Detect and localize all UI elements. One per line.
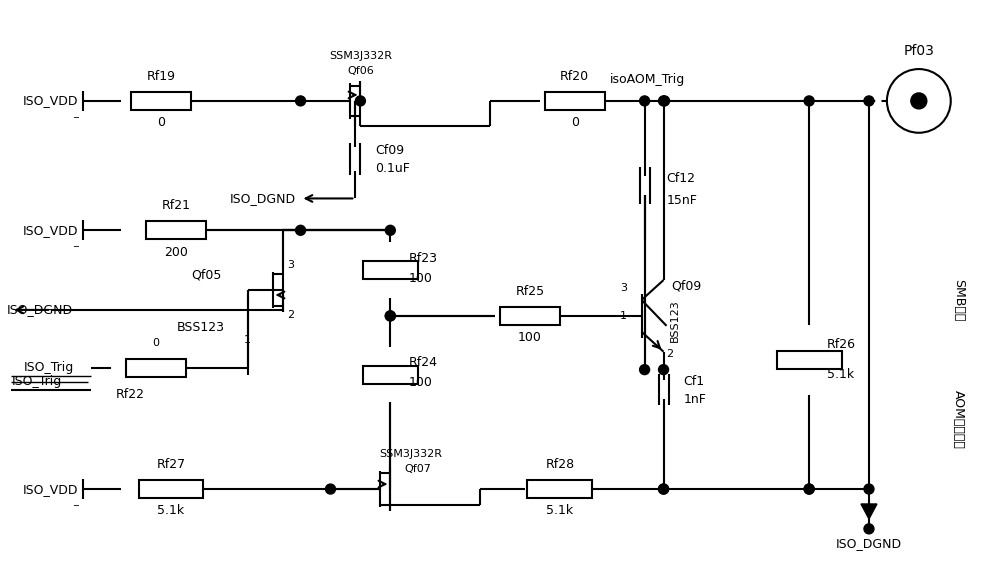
Text: 3: 3 [620,283,627,293]
Text: ISO_Trig: ISO_Trig [11,375,62,388]
Text: ISO_VDD: ISO_VDD [23,224,78,237]
Bar [139,480,203,498]
Text: ISO_VDD: ISO_VDD [23,483,78,496]
Text: BSS123: BSS123 [177,321,225,334]
Circle shape [804,484,814,494]
Text: Rf20: Rf20 [560,69,589,83]
Text: ISO_DGND: ISO_DGND [836,538,902,550]
Text: Rf24: Rf24 [408,356,437,369]
Text: 100: 100 [408,376,432,389]
Text: SSM3J332R: SSM3J332R [379,449,442,459]
Text: Rf23: Rf23 [408,252,437,265]
Text: Qf07: Qf07 [405,464,432,474]
Circle shape [659,484,669,494]
Text: _: _ [73,496,78,506]
Text: isoAOM_Trig: isoAOM_Trig [610,72,685,86]
Circle shape [659,484,669,494]
Text: Cf1: Cf1 [683,375,705,388]
Text: 5.1k: 5.1k [546,504,573,518]
Text: 100: 100 [518,331,542,345]
Text: _: _ [73,237,78,247]
Text: SMB端子: SMB端子 [952,279,965,321]
Bar [126,359,186,377]
Bar [146,222,206,239]
Circle shape [804,484,814,494]
Text: Rf26: Rf26 [827,338,856,351]
Bar [131,92,191,110]
Text: 1: 1 [244,335,251,345]
Circle shape [385,311,395,321]
Text: Rf19: Rf19 [146,69,175,83]
Text: ISO_DGND: ISO_DGND [6,303,72,317]
Text: 2: 2 [288,310,295,320]
Text: 1nF: 1nF [683,393,706,406]
Bar [363,261,418,279]
Text: SSM3J332R: SSM3J332R [329,51,392,61]
Circle shape [864,484,874,494]
Bar [500,307,560,325]
Text: Rf28: Rf28 [545,458,574,470]
Text: 3: 3 [288,260,295,270]
Circle shape [355,96,365,106]
Text: 15nF: 15nF [667,194,697,207]
Text: Rf22: Rf22 [116,388,145,401]
Text: Pf03: Pf03 [903,44,934,58]
Text: _: _ [73,108,78,118]
Text: BSS123: BSS123 [670,300,680,342]
Text: 0: 0 [152,338,159,347]
Circle shape [659,96,669,106]
Text: ISO_DGND: ISO_DGND [229,192,296,205]
Bar [363,366,418,384]
Bar [777,351,842,368]
Text: Qf06: Qf06 [347,66,374,76]
Text: ISO_VDD: ISO_VDD [23,94,78,107]
Circle shape [296,96,306,106]
Circle shape [640,364,650,375]
Text: Qf09: Qf09 [672,279,702,293]
Text: 2: 2 [666,349,673,359]
Text: 0.1uF: 0.1uF [375,162,410,175]
Bar [545,92,605,110]
Circle shape [385,225,395,236]
Circle shape [887,69,951,133]
Text: 5.1k: 5.1k [157,504,184,518]
Circle shape [325,484,335,494]
Circle shape [640,96,650,106]
Text: Cf12: Cf12 [667,172,696,185]
Text: ISO_Trig: ISO_Trig [24,361,74,374]
Circle shape [385,311,395,321]
Text: AOM触发输出: AOM触发输出 [952,390,965,449]
Text: 0: 0 [157,116,165,129]
Text: Rf21: Rf21 [161,199,190,212]
Circle shape [659,364,669,375]
Text: 5.1k: 5.1k [827,368,854,381]
Text: 0: 0 [571,116,579,129]
FancyArrow shape [861,494,877,519]
Text: Rf27: Rf27 [156,458,185,470]
Text: 100: 100 [408,272,432,285]
Circle shape [911,93,927,109]
Text: Cf09: Cf09 [375,144,404,157]
Circle shape [864,524,874,534]
Circle shape [804,96,814,106]
Circle shape [296,225,306,236]
Text: 1: 1 [620,311,627,321]
Circle shape [864,96,874,106]
Text: Rf25: Rf25 [515,285,544,297]
Bar [527,480,592,498]
Text: Qf05: Qf05 [191,269,221,282]
Circle shape [660,96,670,106]
Text: 200: 200 [164,245,188,259]
